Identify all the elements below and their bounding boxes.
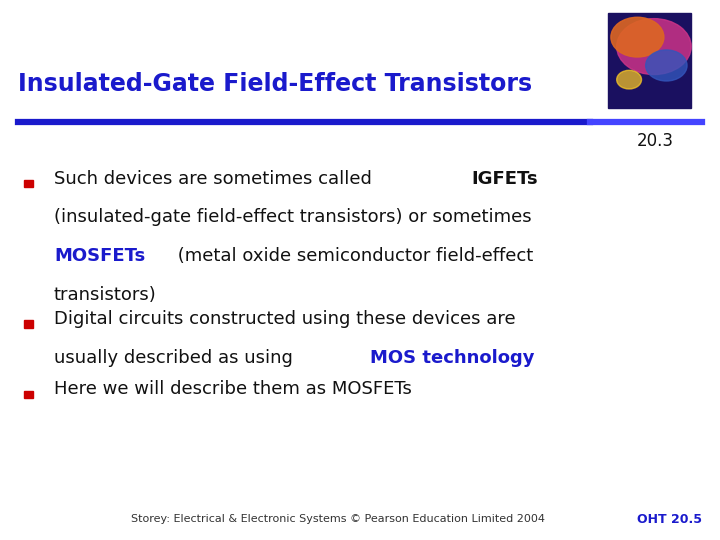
Circle shape: [617, 70, 642, 89]
Text: 20.3: 20.3: [636, 132, 674, 150]
Bar: [24, 180, 33, 187]
Bar: [24, 320, 33, 327]
Text: Here we will describe them as MOSFETs: Here we will describe them as MOSFETs: [54, 380, 412, 398]
Circle shape: [617, 18, 691, 75]
Circle shape: [611, 17, 664, 57]
Circle shape: [646, 50, 687, 81]
Bar: [608, 14, 691, 108]
Text: usually described as using: usually described as using: [54, 349, 299, 367]
Text: Storey: Electrical & Electronic Systems © Pearson Education Limited 2004: Storey: Electrical & Electronic Systems …: [131, 515, 546, 524]
Bar: [24, 390, 33, 397]
Text: transistors): transistors): [54, 286, 157, 304]
Text: (insulated-gate field-effect transistors) or sometimes: (insulated-gate field-effect transistors…: [54, 208, 531, 226]
Text: OHT 20.5: OHT 20.5: [637, 513, 702, 526]
Text: IGFETs: IGFETs: [472, 170, 539, 187]
Text: MOS technology: MOS technology: [369, 349, 534, 367]
Text: Such devices are sometimes called: Such devices are sometimes called: [54, 170, 377, 187]
Text: Insulated-Gate Field-Effect Transistors: Insulated-Gate Field-Effect Transistors: [18, 72, 532, 96]
Text: Digital circuits constructed using these devices are: Digital circuits constructed using these…: [54, 310, 516, 328]
Text: (metal oxide semiconductor field-effect: (metal oxide semiconductor field-effect: [172, 247, 533, 265]
Text: MOSFETs: MOSFETs: [54, 247, 145, 265]
